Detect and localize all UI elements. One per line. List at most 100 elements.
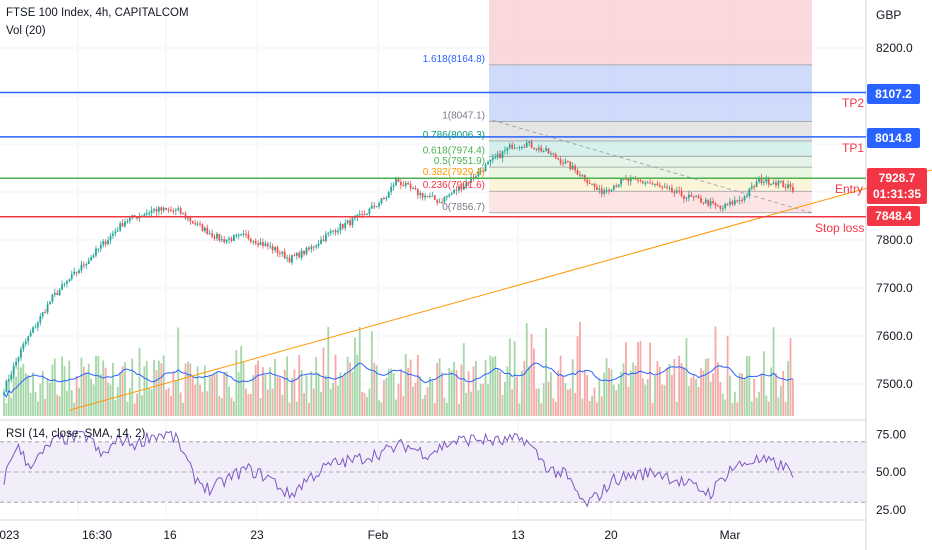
volume-bar (666, 367, 668, 416)
candle-body (610, 189, 613, 191)
volume-bar (223, 372, 226, 416)
candle-body (554, 154, 557, 159)
candle-body (119, 223, 122, 231)
candle-body (692, 196, 695, 198)
volume-bar (748, 356, 751, 416)
candle-body (92, 255, 95, 258)
candle-body (327, 232, 330, 235)
volume-bar (252, 375, 255, 416)
symbol-title[interactable]: FTSE 100 Index, 4h, CAPITALCOM (6, 7, 189, 19)
candle-body (445, 196, 448, 198)
volume-bar (373, 362, 376, 416)
candle-body (262, 242, 264, 246)
candle-body (598, 188, 601, 190)
volume-bar (240, 346, 243, 416)
horizontal-levels[interactable] (0, 91, 866, 218)
volume-bar (150, 389, 153, 416)
volume-bar (533, 348, 535, 416)
candle-body (542, 150, 545, 152)
volume-bar (85, 372, 88, 416)
volume-bar (7, 374, 10, 416)
volume-bar (714, 326, 717, 416)
trendline[interactable] (69, 119, 932, 411)
candle-body (75, 271, 78, 273)
candle-body (354, 217, 356, 219)
candle-body (436, 199, 439, 203)
candle-body (489, 159, 492, 162)
volume-bar (593, 387, 596, 416)
candle-body (216, 233, 218, 239)
volume-legend[interactable]: Vol (20) (6, 25, 46, 37)
candle-body (12, 365, 15, 375)
candle-body (334, 230, 337, 233)
candle-body (712, 201, 714, 204)
volume-bar (445, 402, 448, 416)
volume-bar (194, 384, 197, 416)
volume-bar (262, 367, 264, 416)
countdown-timer: 01:31:35 (872, 187, 922, 201)
candle-body (520, 146, 523, 148)
candle-body (15, 361, 17, 366)
volume-bar (308, 402, 310, 416)
candle-body (535, 149, 538, 151)
volume-bar (44, 398, 47, 416)
candle-body (746, 195, 748, 197)
candle-body (375, 206, 378, 208)
candle-body (22, 343, 25, 350)
candle-body (351, 218, 354, 226)
candle-body (155, 208, 158, 212)
candle-body (162, 207, 165, 211)
volume-bar (82, 366, 85, 416)
volume-bar (112, 362, 114, 416)
candle-body (443, 197, 446, 203)
candle-body (571, 165, 574, 170)
candle-body (605, 189, 608, 191)
fib-label: 0.786(8006.3) (423, 130, 485, 141)
candle-body (741, 199, 743, 201)
volume-bar (600, 396, 603, 416)
time-axis-tick: 16:30 (82, 528, 112, 542)
volume-bar (286, 356, 289, 416)
volume-bar (165, 389, 168, 416)
volume-bar (136, 393, 138, 416)
price-axis-tick: 8200.0 (876, 41, 913, 55)
tp2-price-tag: 8107.2 (867, 84, 920, 104)
candle-body (724, 203, 727, 208)
volume-bar (462, 343, 465, 416)
volume-bar (12, 368, 15, 416)
candle-body (49, 301, 51, 305)
volume-bar (634, 365, 637, 416)
volume-bar (109, 384, 112, 416)
fib-zone (489, 156, 812, 168)
volume-bar (421, 398, 424, 416)
volume-bar (581, 398, 584, 416)
volume-bar (187, 361, 189, 416)
volume-bar (191, 375, 194, 416)
volume-bar (184, 363, 187, 416)
candle-body (191, 221, 194, 224)
volume-bar (554, 401, 557, 416)
candle-body (671, 187, 673, 193)
volume-bar (639, 341, 642, 416)
volume-bar (392, 373, 395, 416)
candle-body (97, 248, 100, 250)
rsi-legend[interactable]: RSI (14, close, SMA, 14, 2) (6, 428, 146, 440)
volume-bar (506, 366, 509, 416)
candle-body (487, 161, 489, 165)
candle-body (770, 183, 773, 185)
volume-bar (368, 388, 371, 416)
candle-body (206, 227, 209, 235)
volume-bar (426, 387, 429, 416)
candle-body (593, 183, 596, 187)
candle-body (784, 186, 787, 188)
volume-bar (116, 386, 119, 416)
candle-body (477, 171, 480, 177)
volume-bar (441, 372, 443, 416)
volume-bar (736, 402, 739, 416)
volume-bar (49, 382, 51, 416)
candle-body (230, 238, 233, 241)
candle-body (167, 209, 170, 211)
candle-body (63, 283, 66, 285)
volume-bar (378, 400, 380, 416)
